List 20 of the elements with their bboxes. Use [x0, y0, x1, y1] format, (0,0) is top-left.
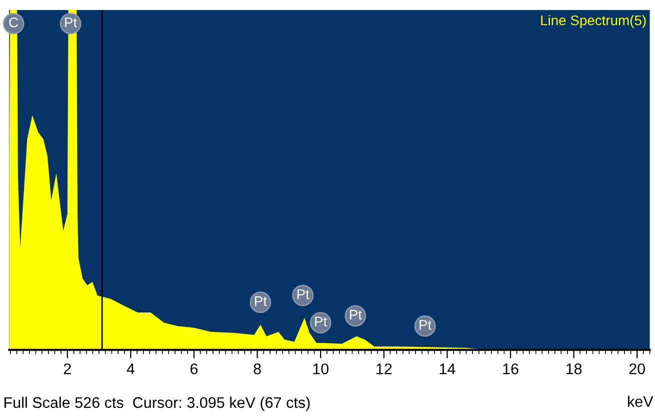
- chart-title: Line Spectrum(5): [541, 15, 646, 28]
- annotation: Pt: [65, 18, 78, 28]
- x-tick-label: 2: [64, 363, 71, 374]
- x-axis-title: keV: [628, 396, 654, 407]
- x-tick-label: 8: [254, 363, 261, 374]
- x-tick-label: 16: [503, 363, 518, 374]
- annotation: Pt: [420, 320, 432, 330]
- x-tick-label: 18: [566, 363, 582, 374]
- annotation: Pt: [350, 310, 362, 320]
- annotation: Pt: [255, 296, 267, 306]
- x-tick-label: 10: [313, 363, 329, 374]
- annotation: Pt: [297, 290, 310, 300]
- x-tick-label: 20: [629, 363, 645, 374]
- x-tick-label: 12: [376, 363, 392, 374]
- text: Full Scale 526 cts Cursor: 3.095 keV (67 cts): [4, 396, 310, 411]
- annotation: Pt: [315, 316, 328, 326]
- annotation: C: [9, 17, 18, 28]
- x-tick-label: 14: [440, 364, 456, 374]
- x-tick-label: 6: [190, 363, 198, 374]
- x-tick-label: 4: [126, 364, 135, 374]
